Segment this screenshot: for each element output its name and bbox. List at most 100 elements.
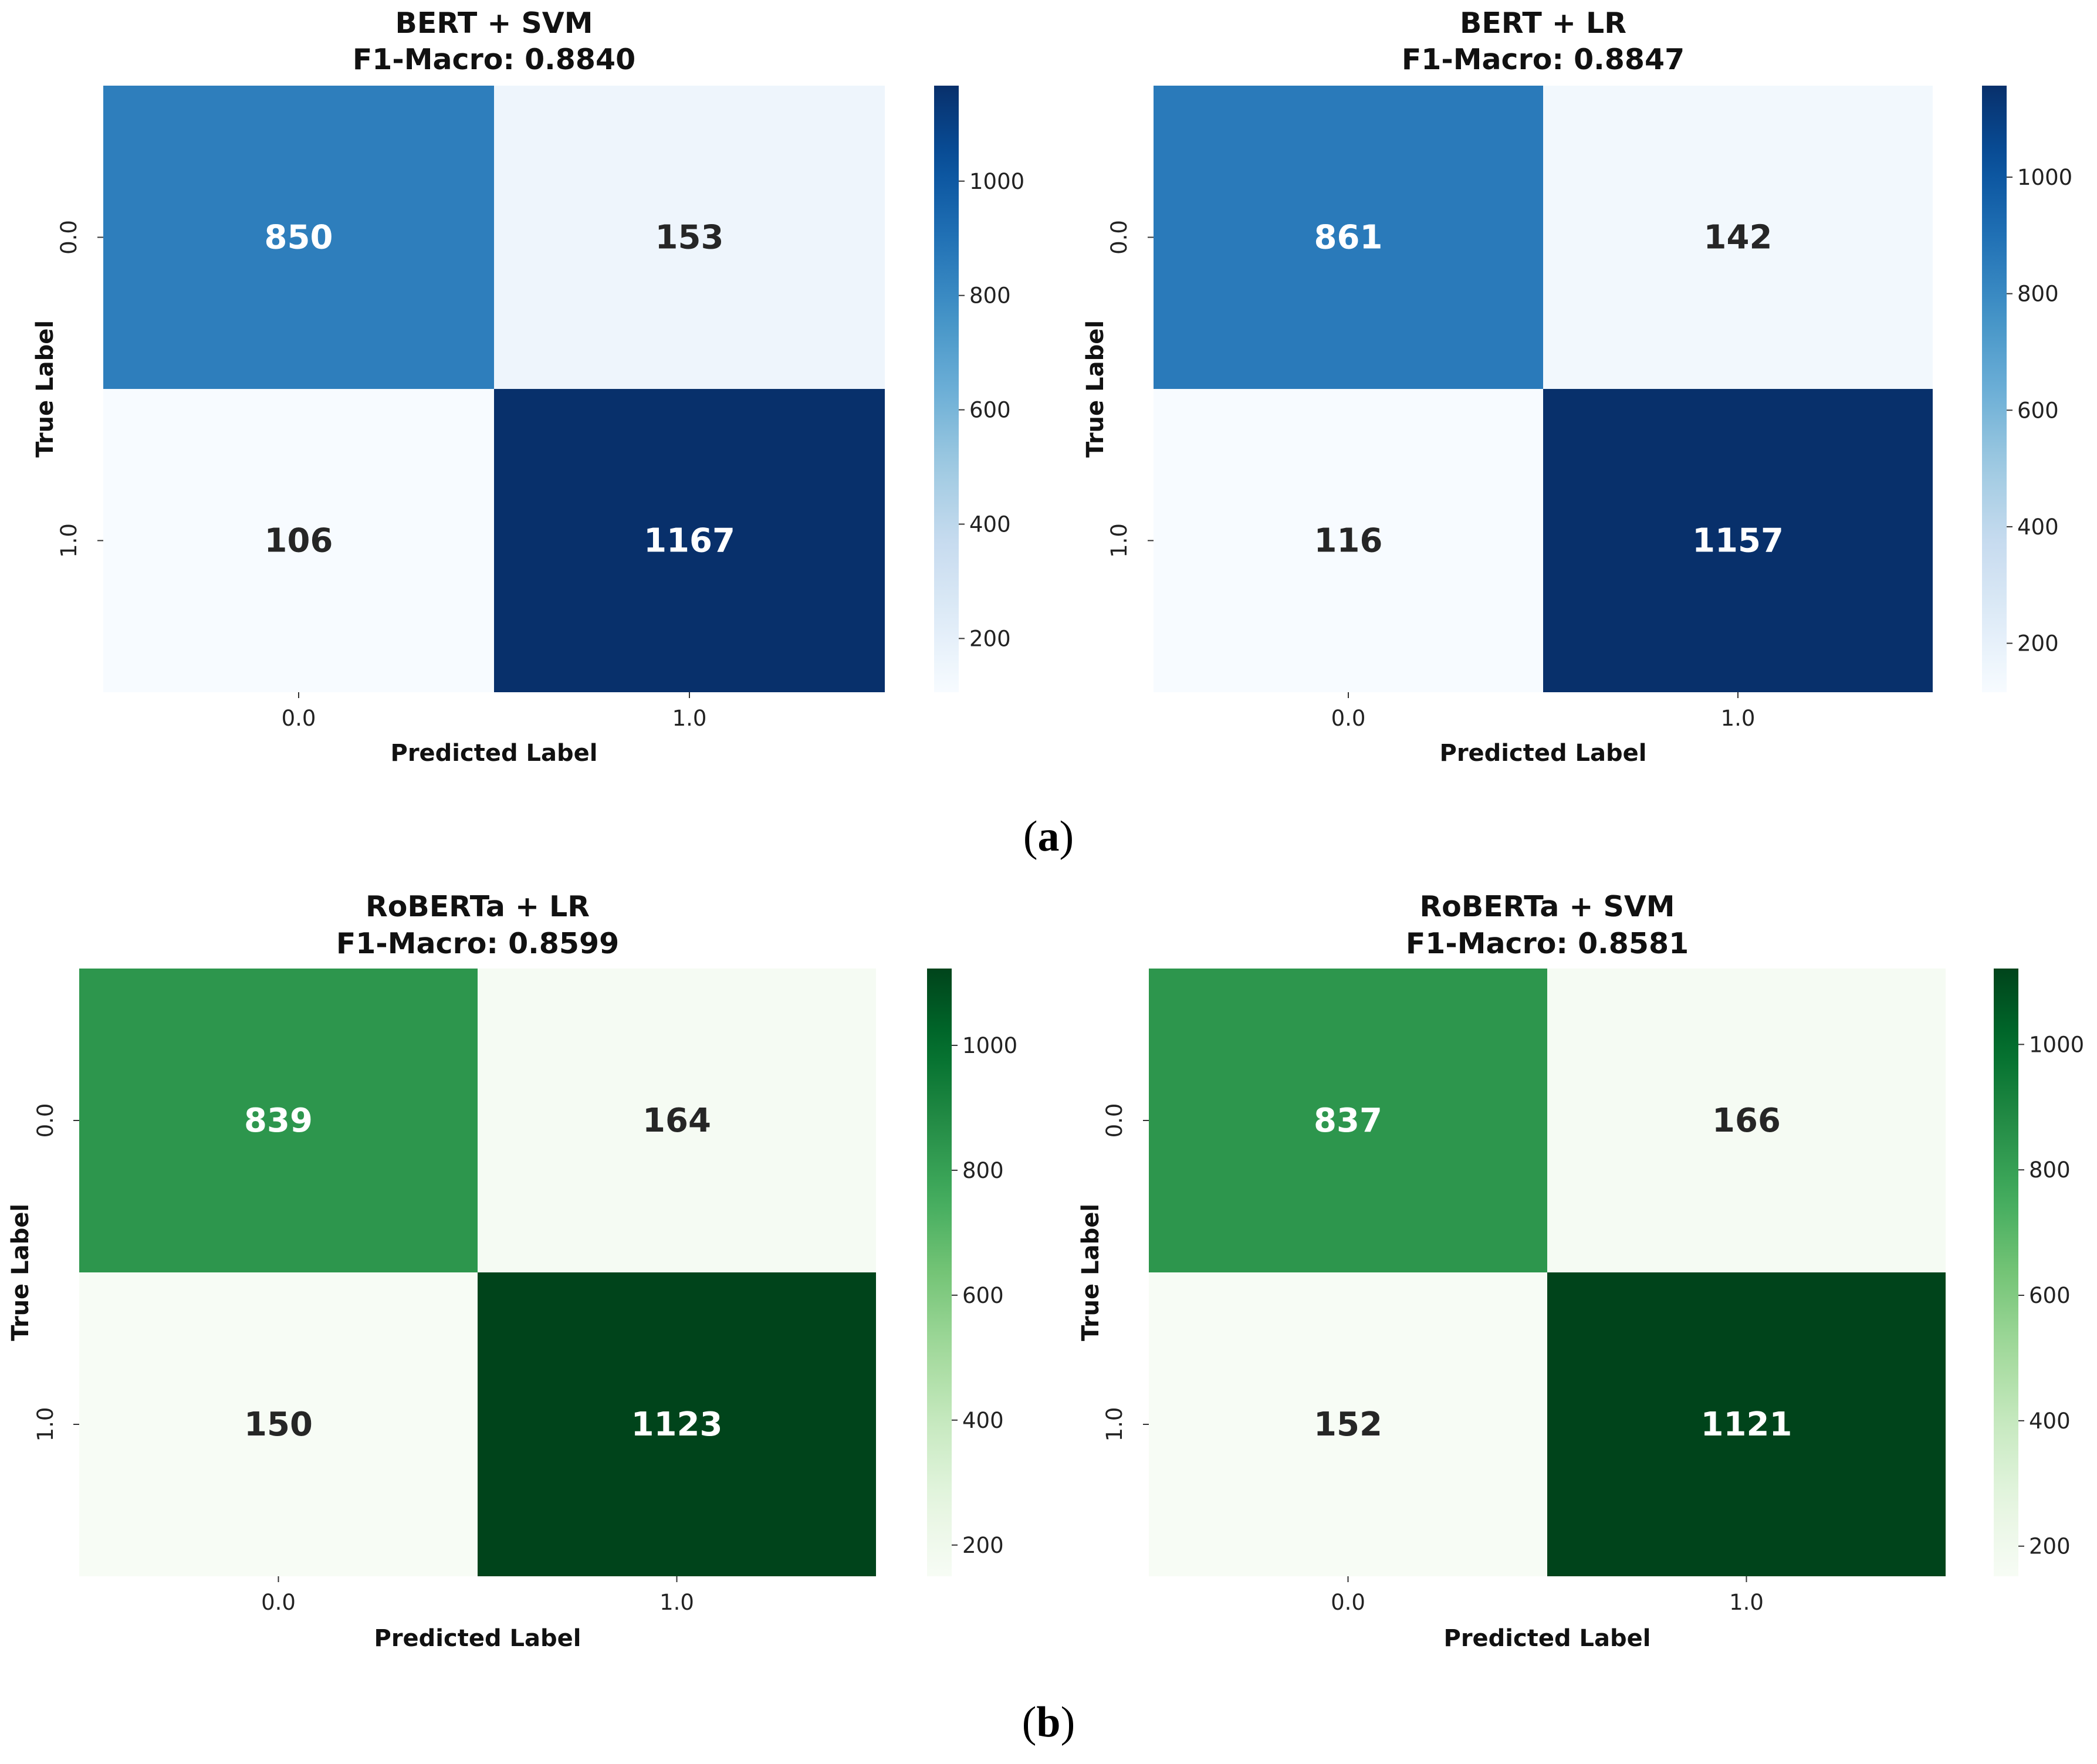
heatmap-cell-r0-c0: [103, 86, 494, 389]
colorbar-tick-label: 800: [2017, 282, 2059, 307]
y-tick-label: 0.0: [1102, 1103, 1127, 1138]
y-axis-title: True Label: [7, 1204, 34, 1341]
colorbar: [934, 86, 959, 692]
heatmap-panel-3: RoBERTa + LR F1-Macro: 0.8599 839 164 150 112…: [7, 890, 1017, 1652]
heatmap-cell-r1-c1: [494, 389, 885, 692]
cell-value-label: 839: [244, 1102, 313, 1140]
cell-value-label: 142: [1704, 219, 1773, 257]
cell-value-label: 837: [1314, 1102, 1382, 1140]
x-axis-title: Predicted Label: [374, 1625, 581, 1652]
chart-title: RoBERTa + LR: [366, 890, 590, 923]
cell-value-label: 1167: [644, 522, 735, 560]
chart-subtitle: F1-Macro: 0.8581: [1406, 927, 1689, 960]
x-axis-title: Predicted Label: [391, 740, 598, 767]
caption-letter: a: [1038, 812, 1060, 861]
colorbar-tick-label: 200: [2017, 631, 2059, 656]
y-tick-label: 1.0: [33, 1407, 58, 1442]
colorbar-tick-label: 600: [969, 398, 1011, 423]
colorbar-tick-label: 1000: [969, 169, 1024, 194]
colorbar-tick-label: 200: [969, 626, 1011, 651]
colorbar-tick-label: 400: [2017, 514, 2059, 540]
colorbar: [1994, 969, 2018, 1576]
colorbar-tick-label: 600: [2017, 398, 2059, 423]
x-axis-title: Predicted Label: [1440, 740, 1647, 767]
colorbar-tick-label: 1000: [962, 1033, 1017, 1058]
colorbar-tick-label: 200: [962, 1533, 1004, 1558]
y-tick-label: 0.0: [33, 1103, 58, 1138]
chart-subtitle: F1-Macro: 0.8599: [336, 927, 619, 960]
y-axis-title: True Label: [32, 320, 59, 458]
cell-value-label: 116: [1314, 522, 1383, 560]
heatmap-cell-r0-c1: [478, 969, 876, 1272]
caption-open-paren: (: [1022, 1698, 1037, 1746]
cell-value-label: 164: [642, 1102, 711, 1140]
cell-value-label: 152: [1314, 1406, 1382, 1444]
chart-title: RoBERTa + SVM: [1419, 890, 1675, 923]
colorbar-tick-label: 800: [969, 283, 1011, 309]
x-tick-label: 0.0: [1331, 1590, 1365, 1615]
cell-value-label: 166: [1712, 1102, 1781, 1140]
colorbar-tick-label: 600: [962, 1283, 1004, 1308]
x-tick-label: 1.0: [672, 706, 707, 731]
caption-open-paren: (: [1023, 812, 1038, 861]
heatmap-cell-r1-c1: [478, 1272, 876, 1576]
heatmap-cell-r1-c0: [79, 1272, 478, 1576]
cell-value-label: 153: [655, 219, 724, 257]
heatmap-cell-r0-c0: [1154, 86, 1543, 389]
chart-subtitle: F1-Macro: 0.8847: [1402, 43, 1685, 76]
y-tick-label: 1.0: [56, 523, 82, 558]
x-tick-label: 0.0: [261, 1590, 296, 1615]
heatmap-cell-r0-c1: [1547, 969, 1946, 1272]
colorbar-tick-label: 600: [2029, 1283, 2071, 1308]
heatmap-cell-r1-c0: [103, 389, 494, 692]
y-axis-title: True Label: [1077, 1204, 1104, 1341]
x-tick-label: 1.0: [1729, 1590, 1764, 1615]
y-tick-label: 0.0: [1107, 220, 1132, 255]
caption-letter: b: [1036, 1698, 1060, 1746]
colorbar-tick-label: 400: [962, 1408, 1004, 1433]
x-tick-label: 1.0: [659, 1590, 694, 1615]
heatmap-cell-r0-c1: [1543, 86, 1933, 389]
y-tick-label: 1.0: [1102, 1407, 1127, 1442]
heatmap-cell-r1-c1: [1543, 389, 1933, 692]
figure-caption-b: (b): [1022, 1698, 1075, 1746]
colorbar-tick-label: 400: [969, 512, 1011, 537]
x-tick-label: 0.0: [1331, 706, 1366, 731]
cell-value-label: 861: [1314, 219, 1383, 257]
cell-value-label: 1121: [1701, 1406, 1792, 1444]
heatmap-cell-r0-c0: [1149, 969, 1547, 1272]
x-axis-title: Predicted Label: [1444, 1625, 1651, 1652]
colorbar: [927, 969, 952, 1576]
caption-close-paren: ): [1060, 812, 1074, 861]
cell-value-label: 850: [265, 219, 333, 257]
heatmap-panel-4: RoBERTa + SVM F1-Macro: 0.8581 837 166 152 11…: [1077, 890, 2084, 1652]
heatmap-cell-r1-c1: [1547, 1272, 1946, 1576]
cell-value-label: 106: [265, 522, 333, 560]
figure-captions: (a)(b): [1022, 812, 1075, 1746]
x-tick-label: 0.0: [282, 706, 316, 731]
heatmap-cell-r1-c0: [1149, 1272, 1547, 1576]
figure-caption-a: (a): [1023, 812, 1074, 861]
chart-title: BERT + LR: [1460, 6, 1626, 40]
y-tick-label: 1.0: [1107, 523, 1132, 558]
cell-value-label: 1123: [631, 1406, 723, 1444]
chart-title: BERT + SVM: [395, 6, 593, 40]
colorbar-tick-label: 400: [2029, 1409, 2071, 1434]
colorbar-tick-label: 1000: [2017, 165, 2072, 190]
colorbar-tick-label: 1000: [2029, 1032, 2084, 1057]
chart-subtitle: F1-Macro: 0.8840: [353, 43, 635, 76]
colorbar-tick-label: 800: [962, 1158, 1004, 1183]
colorbar-tick-label: 800: [2029, 1157, 2071, 1183]
cell-value-label: 150: [244, 1406, 313, 1444]
heatmap-cell-r0-c0: [79, 969, 478, 1272]
x-tick-label: 1.0: [1721, 706, 1756, 731]
caption-close-paren: ): [1061, 1698, 1075, 1746]
cell-value-label: 1157: [1692, 522, 1784, 560]
y-tick-label: 0.0: [56, 220, 82, 255]
y-axis-title: True Label: [1082, 320, 1109, 458]
colorbar: [1982, 86, 2007, 692]
